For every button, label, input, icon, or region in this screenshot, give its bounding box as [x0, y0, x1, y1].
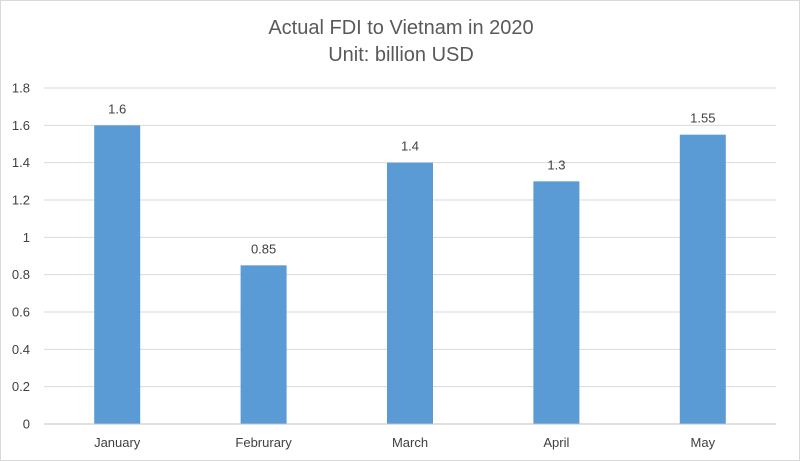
data-label: 1.6	[108, 101, 126, 116]
y-tick-label: 1.8	[12, 81, 30, 96]
data-label: 1.55	[690, 111, 715, 126]
data-label: 0.85	[251, 241, 276, 256]
y-tick-label: 1.2	[12, 193, 30, 208]
y-tick-label: 0.6	[12, 305, 30, 320]
bars	[94, 125, 726, 424]
data-label: 1.4	[401, 139, 419, 154]
data-labels: 1.6 0.85 1.4 1.3 1.55	[108, 101, 715, 256]
bar	[533, 181, 580, 424]
y-tick-label: 0.8	[12, 267, 30, 282]
bar	[240, 265, 287, 424]
y-axis-tick-labels: 0 0.2 0.4 0.6 0.8 1 1.2 1.4 1.6 1.8	[12, 81, 30, 432]
y-tick-label: 1	[23, 230, 30, 245]
x-axis-tick-labels: January Februrary March April May	[94, 435, 716, 450]
x-tick-label: January	[94, 435, 141, 450]
y-tick-label: 0	[23, 417, 30, 432]
bar	[94, 125, 141, 424]
x-tick-label: May	[691, 435, 716, 450]
x-tick-label: March	[392, 435, 428, 450]
data-label: 1.3	[547, 157, 565, 172]
y-tick-label: 0.2	[12, 379, 30, 394]
bar	[387, 162, 433, 424]
bar	[679, 134, 726, 424]
chart-title: Actual FDI to Vietnam in 2020	[268, 17, 534, 39]
y-tick-label: 1.6	[12, 118, 30, 133]
y-tick-label: 0.4	[12, 342, 30, 357]
chart-subtitle: Unit: billion USD	[328, 44, 474, 66]
x-tick-label: Februrary	[235, 435, 292, 450]
x-tick-label: April	[543, 435, 569, 450]
y-tick-label: 1.4	[12, 155, 30, 170]
